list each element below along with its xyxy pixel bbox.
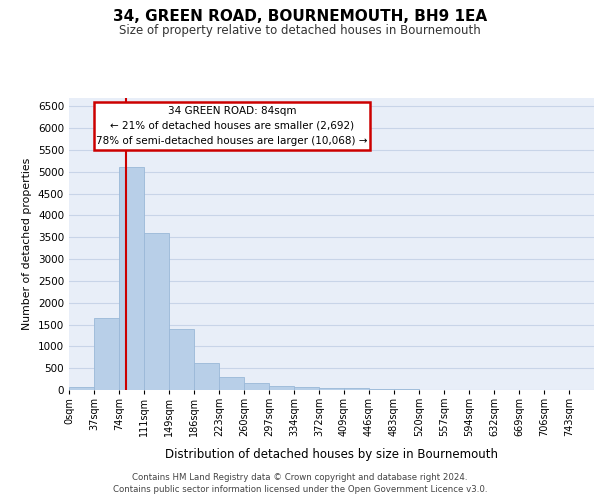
Bar — [169, 329, 194, 390]
Bar — [194, 362, 219, 390]
Bar — [119, 168, 144, 390]
Text: Contains HM Land Registry data © Crown copyright and database right 2024.
Contai: Contains HM Land Registry data © Crown c… — [113, 472, 487, 494]
Text: Size of property relative to detached houses in Bournemouth: Size of property relative to detached ho… — [119, 24, 481, 37]
Bar — [244, 384, 269, 390]
Bar — [319, 388, 344, 390]
Bar — [294, 386, 319, 390]
Bar — [144, 233, 169, 390]
Bar — [94, 102, 370, 150]
Bar — [94, 318, 119, 390]
Bar — [219, 377, 244, 390]
X-axis label: Distribution of detached houses by size in Bournemouth: Distribution of detached houses by size … — [165, 448, 498, 460]
Text: 34 GREEN ROAD: 84sqm
← 21% of detached houses are smaller (2,692)
78% of semi-de: 34 GREEN ROAD: 84sqm ← 21% of detached h… — [97, 106, 368, 146]
Bar — [69, 386, 94, 390]
Bar — [269, 386, 294, 390]
Bar — [344, 388, 369, 390]
Text: 34, GREEN ROAD, BOURNEMOUTH, BH9 1EA: 34, GREEN ROAD, BOURNEMOUTH, BH9 1EA — [113, 9, 487, 24]
Y-axis label: Number of detached properties: Number of detached properties — [22, 158, 32, 330]
Bar — [369, 389, 394, 390]
